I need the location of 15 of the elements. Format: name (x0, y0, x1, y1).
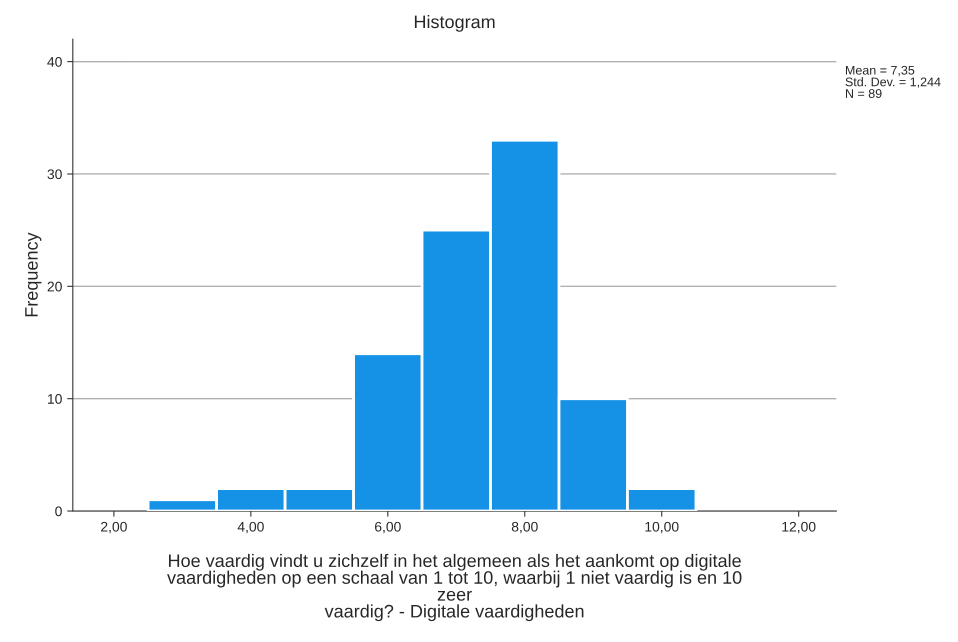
x-tick-label: 8,00 (512, 522, 538, 534)
y-axis-title: Frequency (25, 232, 42, 316)
y-tick-label: 10 (48, 394, 62, 404)
x-tick-label: 6,00 (374, 522, 401, 534)
x-tick-label: 10,00 (645, 522, 679, 534)
chart-title: Histogram (414, 14, 495, 32)
x-tick-label: 4,00 (238, 522, 264, 534)
y-tick-label: 0 (55, 506, 62, 516)
x-tick-label: 2,00 (101, 522, 127, 534)
x-axis-title: Hoe vaardig vindt u zichzelf in het algemeen als het aankomt op digitale vaardigheden op een schaal van 1 tot 10, waarbij 1 niet vaardig is en 10 zeer vaardig? - Digitale vaardigheden (167, 554, 742, 622)
x-tick-label: 12,00 (782, 522, 816, 534)
y-tick-label: 30 (47, 169, 62, 180)
y-tick-label: 40 (47, 56, 62, 67)
text: Mean = 7,35 Std. Dev. = 1,244 N = 89 (846, 66, 941, 98)
y-tick-label: 20 (48, 282, 62, 292)
